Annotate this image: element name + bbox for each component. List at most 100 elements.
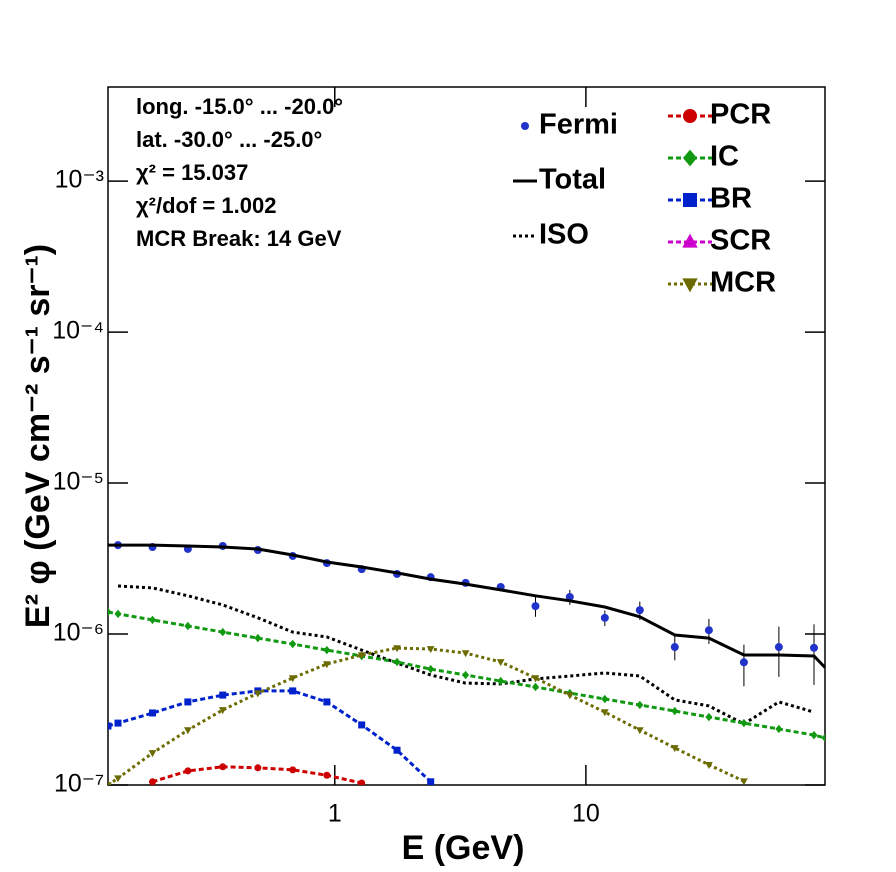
marker — [289, 639, 297, 649]
marker — [635, 606, 644, 615]
marker — [149, 778, 157, 785]
legend-marker — [683, 193, 697, 207]
y-tick-label: 10⁻³ — [55, 166, 104, 194]
marker — [393, 657, 401, 667]
marker — [219, 763, 227, 771]
series-line — [108, 646, 745, 785]
series-line — [117, 584, 815, 726]
marker — [254, 690, 262, 698]
marker — [427, 664, 435, 674]
marker — [497, 676, 505, 686]
legend-label: SCR — [710, 225, 771, 257]
marker — [323, 698, 331, 706]
y-tick-label: 10⁻⁵ — [53, 468, 104, 496]
marker — [108, 782, 112, 785]
marker — [289, 766, 297, 774]
marker — [393, 746, 401, 754]
legend-label: Total — [539, 164, 606, 196]
marker — [323, 771, 331, 779]
legend-label: IC — [710, 141, 739, 173]
x-axis-label: E (GeV) — [402, 829, 525, 867]
marker — [496, 659, 505, 667]
marker — [289, 687, 297, 695]
marker — [531, 602, 540, 611]
marker — [148, 750, 157, 758]
marker — [705, 712, 713, 722]
annotation: MCR Break: 14 GeV — [136, 226, 342, 251]
marker — [114, 775, 122, 783]
marker — [531, 675, 540, 683]
marker — [114, 719, 122, 727]
marker — [670, 745, 679, 753]
marker — [810, 730, 818, 740]
legend-marker — [683, 109, 697, 123]
legend-label: ISO — [539, 219, 589, 251]
marker — [393, 645, 401, 653]
legend-marker — [682, 233, 698, 248]
marker — [740, 778, 748, 785]
y-axis-label: E² φ (GeV cm⁻² s⁻¹ sr⁻¹) — [19, 244, 57, 628]
marker — [149, 709, 157, 717]
y-tick-label: 10⁻⁴ — [52, 317, 104, 345]
x-tick-label: 10 — [572, 800, 600, 828]
legend-label: PCR — [710, 99, 771, 131]
annotation: lat. -30.0° ... -25.0° — [136, 127, 322, 152]
marker — [531, 682, 539, 692]
marker — [601, 694, 609, 704]
marker — [358, 779, 366, 785]
marker — [108, 607, 112, 617]
marker — [740, 718, 748, 728]
marker — [254, 633, 262, 643]
marker — [149, 615, 157, 625]
marker — [184, 767, 192, 775]
marker — [426, 646, 435, 654]
legend-label: BR — [710, 183, 752, 215]
marker — [704, 626, 713, 635]
series-line — [108, 689, 432, 783]
plot-frame — [107, 86, 826, 786]
marker — [254, 764, 262, 772]
annotation: χ² = 15.037 — [136, 160, 248, 185]
marker — [184, 621, 192, 631]
marker — [323, 661, 331, 669]
x-tick-label: 1 — [328, 800, 342, 828]
marker — [108, 722, 112, 730]
annotation: long. -15.0° ... -20.0° — [136, 94, 343, 119]
marker — [357, 652, 366, 660]
marker — [600, 709, 609, 717]
marker — [288, 675, 297, 683]
legend-marker — [682, 278, 698, 293]
marker — [323, 645, 331, 655]
marker — [462, 670, 470, 680]
marker — [670, 643, 679, 652]
marker — [809, 643, 818, 652]
marker — [461, 650, 470, 658]
marker — [114, 609, 122, 619]
marker — [565, 592, 574, 601]
marker — [821, 733, 825, 743]
legend-marker — [683, 149, 697, 167]
marker — [565, 692, 574, 700]
marker — [219, 691, 227, 699]
y-tick-label: 10⁻⁷ — [54, 770, 104, 798]
marker — [775, 724, 783, 734]
marker — [358, 721, 366, 729]
series-line — [108, 543, 825, 669]
legend-label: Fermi — [539, 109, 618, 141]
marker — [219, 627, 227, 637]
marker — [635, 727, 644, 735]
marker — [671, 706, 679, 716]
annotation: χ²/dof = 1.002 — [136, 193, 276, 218]
marker — [600, 613, 609, 622]
marker — [705, 762, 713, 770]
marker — [184, 698, 192, 706]
marker — [184, 727, 192, 735]
marker — [739, 658, 748, 667]
legend-marker — [521, 122, 529, 130]
legend-label: MCR — [710, 267, 776, 299]
marker — [636, 700, 644, 710]
marker — [774, 643, 783, 652]
marker — [218, 707, 227, 715]
marker — [427, 778, 435, 785]
